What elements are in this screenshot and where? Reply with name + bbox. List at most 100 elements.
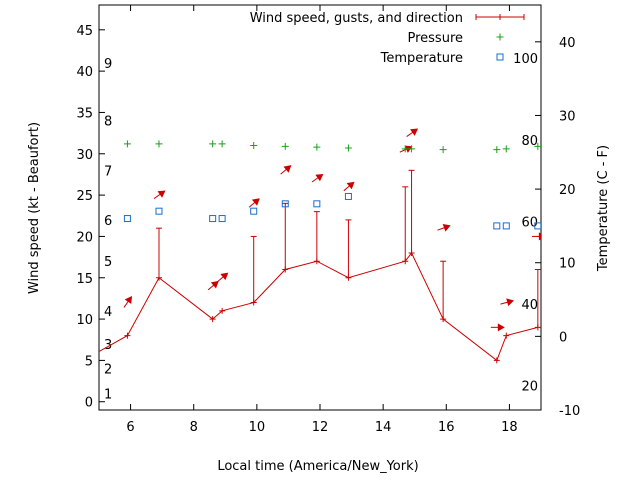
beaufort-label: 7 <box>104 164 112 179</box>
legend: Wind speed, gusts, and direction Pressure… <box>250 11 525 66</box>
x-tick-label: 16 <box>438 420 455 435</box>
pressure-point <box>209 140 217 148</box>
pressure-point <box>439 146 447 154</box>
temperature-point <box>218 215 226 223</box>
legend-label: Pressure <box>407 31 463 46</box>
pressure-point <box>218 140 226 148</box>
x-tick-label: 10 <box>249 420 266 435</box>
wind-speed-point <box>408 249 415 256</box>
pressure-point <box>344 144 352 152</box>
fahrenheit-label: 40 <box>521 298 538 313</box>
beaufort-label: 9 <box>104 57 112 72</box>
arrow-head <box>346 181 355 190</box>
wind-direction-arrow <box>123 295 133 308</box>
arrow-head <box>124 295 133 305</box>
wind-speed-point <box>313 258 320 265</box>
wind-speed-point <box>155 274 162 281</box>
beaufort-label: 1 <box>104 387 112 402</box>
beaufort-label: 4 <box>104 305 112 320</box>
wind-direction-arrow <box>406 128 419 137</box>
fahrenheit-label: 100 <box>513 52 538 67</box>
wind-speed-point <box>440 316 447 323</box>
wind-direction-arrow <box>437 224 451 232</box>
temperature-point <box>155 207 163 215</box>
pressure-point <box>155 140 163 148</box>
wind-direction-arrow <box>500 298 514 307</box>
y2-tick-label: 0 <box>559 330 567 345</box>
wind-direction-arrow <box>207 280 219 291</box>
temperature-point <box>209 215 217 223</box>
y2-tick-label: -10 <box>559 404 580 419</box>
pressure-point <box>123 140 131 148</box>
y-tick-label: 40 <box>76 65 93 80</box>
wind-direction-arrow <box>490 323 505 332</box>
wind-speed-point <box>503 332 510 339</box>
y-tick-label: 35 <box>76 106 93 121</box>
arrow-head <box>315 173 324 182</box>
arrow-head <box>442 224 451 232</box>
y-tick-label: 45 <box>76 24 93 39</box>
wind-speed-point <box>493 357 500 364</box>
beaufort-label: 5 <box>104 255 112 270</box>
arrow-head <box>410 128 419 136</box>
beaufort-label: 6 <box>104 214 112 229</box>
legend-label: Wind speed, gusts, and direction <box>250 11 463 26</box>
arrow-head <box>404 145 413 153</box>
x-axis-label: Local time (America/New_York) <box>217 459 418 474</box>
pressure-point <box>401 145 409 153</box>
fahrenheit-label: 20 <box>521 380 538 395</box>
arrow-head <box>251 198 260 206</box>
axes: 6 8 10 12 14 16 18051015202530354045-100102030… <box>76 4 580 435</box>
y-tick-label: 5 <box>85 354 93 369</box>
wind-direction-arrow <box>153 190 166 199</box>
arrow-head <box>538 232 541 241</box>
y-tick-label: 25 <box>76 189 93 204</box>
pressure-point <box>281 142 289 150</box>
wind-direction-arrow <box>311 173 324 183</box>
wind-speed-point <box>282 266 289 273</box>
beaufort-label: 8 <box>104 115 112 130</box>
pressure-point <box>534 142 541 150</box>
series-group <box>99 128 541 364</box>
wind-speed-point <box>219 307 226 314</box>
arrow-head <box>497 323 505 332</box>
arrow-head <box>220 272 229 281</box>
beaufort-label: 3 <box>104 338 112 353</box>
arrow-head <box>210 280 219 289</box>
wind-speed-point <box>345 274 352 281</box>
temperature-point <box>313 200 321 208</box>
fahrenheit-label: 80 <box>521 134 538 149</box>
x-tick-label: 8 <box>190 420 198 435</box>
pressure-point <box>493 146 501 154</box>
pressure-point <box>250 142 258 150</box>
y2-axis-label: Temperature (C - F) <box>596 145 611 272</box>
x-tick-label: 6 <box>126 420 134 435</box>
wind-speed-point <box>124 332 131 339</box>
y-tick-label: 15 <box>76 272 93 287</box>
series <box>99 128 541 364</box>
y2-tick-label: 40 <box>559 36 576 51</box>
temperature-point <box>250 207 258 215</box>
wind-speed-line <box>99 252 538 362</box>
wind-direction-arrow <box>531 232 541 241</box>
temperature-point <box>493 222 501 230</box>
x-tick-label: 14 <box>375 420 392 435</box>
x-tick-label: 18 <box>501 420 518 435</box>
wind-direction-arrow <box>217 272 229 282</box>
beaufort-label: 2 <box>104 363 112 378</box>
y2-tick-label: 10 <box>559 257 576 272</box>
pressure-point <box>408 145 416 153</box>
wind-speed-point <box>402 258 409 265</box>
temperature-point <box>534 222 541 230</box>
arrow-head <box>506 298 514 307</box>
y-axis-label: Wind speed (kt - Beaufort) <box>27 122 42 294</box>
x-tick-label: 12 <box>312 420 329 435</box>
wind-direction-arrow <box>248 198 260 208</box>
arrow-head <box>157 190 166 198</box>
wind-speed-point <box>250 299 257 306</box>
temperature-point <box>502 222 510 230</box>
legend-pressure-mark <box>496 33 504 41</box>
wind-speed-point <box>209 316 216 323</box>
y2-tick-label: 20 <box>559 183 576 198</box>
